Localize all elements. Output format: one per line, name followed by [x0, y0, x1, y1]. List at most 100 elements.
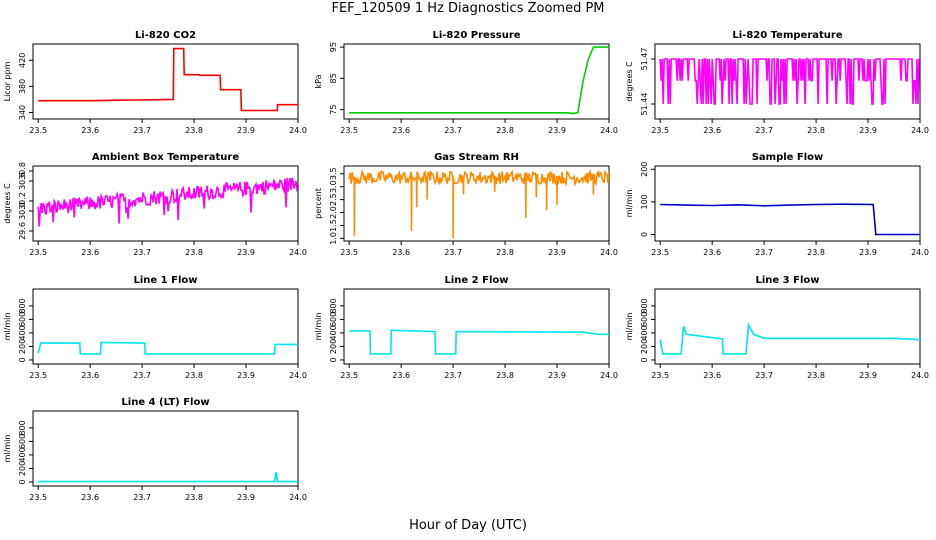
x-tick-label: 23.9: [548, 371, 566, 380]
plot-frame: [343, 43, 610, 120]
panel-licor_temp: Li-820 Temperature degrees C 23.5 23.6 23.7 2…: [625, 30, 929, 135]
x-tick-label: 23.9: [237, 371, 255, 380]
y-tick-label: 100: [640, 194, 649, 209]
y-tick-label: 51.47: [640, 48, 649, 71]
y-tick-label: 2.5: [329, 193, 338, 206]
x-tick-label: 23.5: [651, 126, 669, 135]
x-tick-label: 23.8: [807, 248, 825, 257]
x-tick-label: 23.5: [651, 248, 669, 257]
y-axis-label: Licor ppm: [3, 61, 12, 101]
y-tick-label: 29.6: [18, 222, 27, 240]
x-tick-label: 23.7: [133, 493, 151, 502]
panel-rh: Gas Stream RH percent 23.5 23.6 23.7 23.8 23.9…: [314, 152, 618, 257]
plot-frame: [32, 43, 299, 120]
series-line: [348, 168, 609, 239]
y-tick-label: 400: [329, 325, 338, 340]
x-tick-label: 24.0: [600, 371, 618, 380]
y-tick-label: 600: [18, 312, 27, 327]
x-tick-label: 23.5: [651, 371, 669, 380]
y-tick-label: 75: [329, 105, 338, 115]
x-tick-label: 24.0: [600, 248, 618, 257]
y-tick-label: 800: [329, 298, 338, 313]
x-tick-label: 23.6: [81, 371, 99, 380]
y-tick-label: 800: [18, 420, 27, 435]
x-tick-label: 23.6: [81, 126, 99, 135]
x-tick-label: 23.6: [392, 371, 410, 380]
x-tick-label: 23.9: [237, 493, 255, 502]
y-tick-label: 1.0: [329, 232, 338, 245]
x-axis-label: Hour of Day (UTC): [409, 518, 527, 533]
series-line: [659, 58, 920, 105]
x-tick-label: 23.7: [755, 126, 773, 135]
chart-title: Li-820 CO2: [135, 30, 196, 41]
plot-frame: [654, 288, 921, 365]
y-tick-label: 340: [18, 105, 27, 120]
y-tick-label: 3.5: [329, 167, 338, 180]
x-tick-label: 23.5: [29, 126, 47, 135]
y-tick-label: 600: [18, 434, 27, 449]
y-tick-label: 3.0: [329, 180, 338, 193]
y-tick-label: 30.8: [18, 162, 27, 180]
x-tick-label: 23.8: [496, 371, 514, 380]
x-tick-label: 24.0: [289, 248, 307, 257]
chart-title: Li-820 Pressure: [432, 30, 520, 41]
panel-line2: Line 2 Flow ml/min 23.5 23.6 23.7 23.8 23.9 24.…: [314, 275, 618, 380]
page-title: FEF_120509 1 Hz Diagnostics Zoomed PM: [331, 1, 605, 16]
panel-box_temp: Ambient Box Temperature degrees C 23.5 23.6…: [3, 152, 307, 257]
plot-frame: [32, 165, 299, 242]
y-tick-label: 30.0: [18, 202, 27, 220]
x-tick-label: 23.6: [81, 493, 99, 502]
x-tick-label: 23.7: [133, 248, 151, 257]
plot-frame: [343, 165, 610, 242]
panel-co2: Li-820 CO2 Licor ppm 23.5 23.6 23.7 23.8 23.9 2…: [3, 30, 307, 135]
x-tick-label: 23.8: [185, 248, 203, 257]
chart-title: Ambient Box Temperature: [92, 152, 239, 163]
series-line: [37, 177, 298, 227]
x-tick-label: 23.5: [29, 493, 47, 502]
y-tick-label: 200: [18, 339, 27, 354]
y-tick-label: 95: [329, 42, 338, 52]
series-line: [660, 203, 920, 236]
y-tick-label: 800: [640, 298, 649, 313]
x-tick-label: 23.8: [185, 126, 203, 135]
y-tick-label: 0: [18, 357, 27, 362]
y-tick-label: 0: [640, 357, 649, 362]
panel-sample_flow: Sample Flow ml/min 23.5 23.6 23.7 23.8 23.9 24.…: [625, 152, 929, 257]
chart-title: Li-820 Temperature: [732, 30, 842, 41]
x-tick-label: 23.7: [755, 248, 773, 257]
x-tick-label: 24.0: [911, 126, 929, 135]
y-tick-label: 2.0: [329, 206, 338, 219]
chart-title: Line 3 Flow: [756, 275, 820, 286]
y-tick-label: 200: [18, 461, 27, 476]
y-tick-label: 420: [18, 53, 27, 68]
y-tick-label: 600: [329, 312, 338, 327]
x-tick-label: 23.8: [807, 126, 825, 135]
series-line: [349, 329, 609, 355]
y-tick-label: 800: [18, 298, 27, 313]
x-tick-label: 23.9: [548, 126, 566, 135]
y-tick-label: 600: [640, 312, 649, 327]
x-tick-label: 23.5: [340, 371, 358, 380]
y-tick-label: 200: [640, 339, 649, 354]
x-tick-label: 23.5: [29, 248, 47, 257]
x-tick-label: 23.6: [703, 371, 721, 380]
x-tick-label: 24.0: [289, 371, 307, 380]
x-tick-label: 24.0: [600, 126, 618, 135]
x-tick-label: 23.5: [340, 248, 358, 257]
y-axis-label: ml/min: [625, 190, 634, 218]
y-tick-label: 200: [640, 162, 649, 177]
plot-frame: [32, 288, 299, 365]
x-tick-label: 24.0: [289, 493, 307, 502]
y-tick-label: 400: [18, 447, 27, 462]
x-tick-label: 23.7: [133, 126, 151, 135]
x-tick-label: 23.6: [392, 248, 410, 257]
x-tick-label: 23.8: [496, 248, 514, 257]
x-tick-label: 23.6: [703, 248, 721, 257]
x-tick-label: 23.7: [755, 371, 773, 380]
x-tick-label: 23.9: [859, 248, 877, 257]
y-tick-label: 0: [18, 479, 27, 484]
chart-title: Line 4 (LT) Flow: [121, 397, 209, 408]
y-axis-label: percent: [314, 188, 323, 219]
chart-title: Line 2 Flow: [445, 275, 509, 286]
x-tick-label: 23.5: [29, 371, 47, 380]
